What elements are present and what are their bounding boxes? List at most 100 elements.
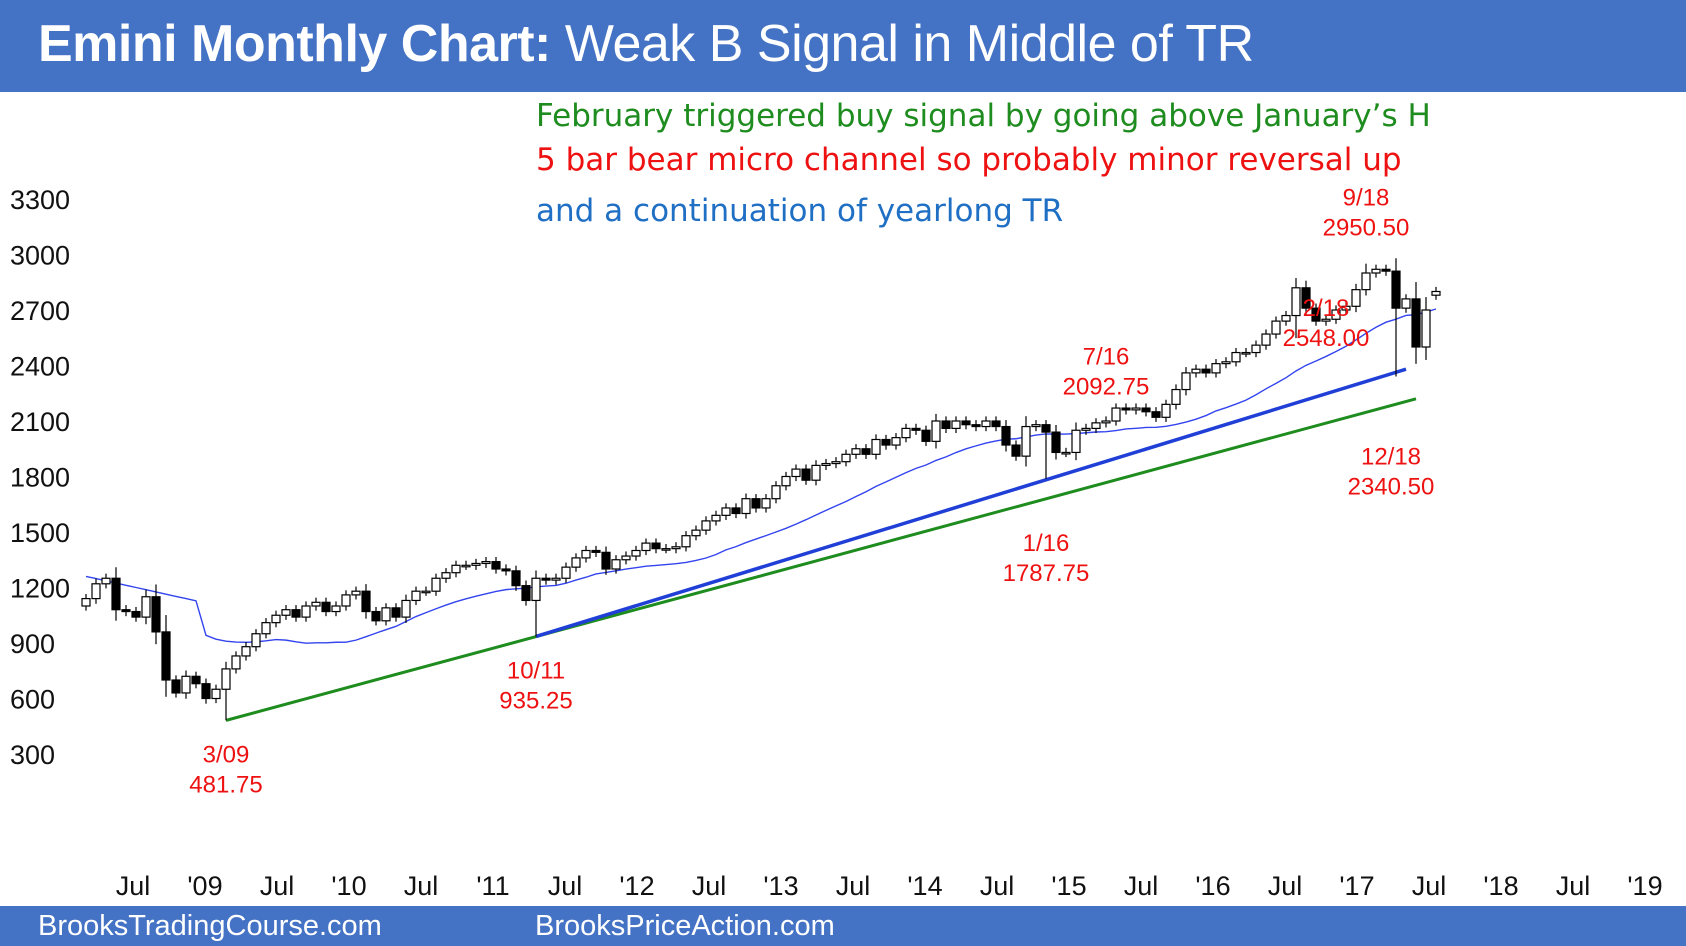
bear-candle bbox=[321, 601, 331, 613]
bear-candle bbox=[1151, 411, 1161, 418]
bull-candle bbox=[1271, 320, 1281, 335]
bull-candle bbox=[841, 453, 851, 463]
bull-candle bbox=[761, 498, 771, 509]
bull-candle bbox=[1021, 425, 1031, 457]
bull-candle bbox=[1161, 403, 1171, 418]
bull-candle bbox=[301, 605, 311, 618]
bear-candle bbox=[111, 577, 121, 611]
annotation-value: 1787.75 bbox=[1003, 560, 1090, 587]
y-tick-label: 3000 bbox=[10, 241, 70, 271]
bull-candle bbox=[1131, 407, 1141, 411]
bull-candle bbox=[1231, 351, 1241, 363]
x-tick-label: '19 bbox=[1627, 871, 1662, 901]
bull-candle bbox=[471, 562, 481, 566]
footer-site-left[interactable]: BrooksTradingCourse.com bbox=[38, 910, 382, 942]
candles bbox=[81, 258, 1441, 721]
x-tick-label: '14 bbox=[907, 871, 942, 901]
annotation-date: 9/18 bbox=[1343, 185, 1390, 212]
bull-candle bbox=[351, 590, 361, 596]
bull-candle bbox=[951, 420, 961, 430]
bull-candle bbox=[481, 560, 491, 565]
bull-candle bbox=[1431, 290, 1441, 296]
bull-candle bbox=[401, 599, 411, 618]
bear-candle bbox=[651, 542, 661, 550]
bull-candle bbox=[1211, 363, 1221, 374]
annotation: 1/16 1787.75 bbox=[1003, 530, 1090, 587]
bull-candle bbox=[271, 614, 281, 624]
x-tick-label: '17 bbox=[1339, 871, 1374, 901]
bull-candle bbox=[1061, 451, 1071, 455]
bear-candle bbox=[511, 570, 521, 587]
bull-candle bbox=[811, 464, 821, 481]
bull-candle bbox=[261, 622, 271, 635]
bear-candle bbox=[881, 438, 891, 446]
bear-candle bbox=[961, 420, 971, 426]
x-tick-label: '11 bbox=[476, 871, 509, 901]
x-tick-label: '18 bbox=[1483, 871, 1518, 901]
x-tick-label: Jul bbox=[836, 871, 871, 901]
bear-candle bbox=[1121, 407, 1131, 411]
bear-candle bbox=[541, 577, 551, 581]
annotation-value: 2548.00 bbox=[1283, 325, 1370, 352]
x-tick-label: Jul bbox=[548, 871, 583, 901]
x-tick-label: Jul bbox=[1124, 871, 1159, 901]
x-tick-label: Jul bbox=[692, 871, 727, 901]
bull-candle bbox=[611, 559, 621, 570]
bull-candle bbox=[711, 514, 721, 522]
bear-candle bbox=[521, 585, 531, 602]
y-tick-label: 1200 bbox=[10, 574, 70, 604]
bull-candle bbox=[551, 577, 561, 581]
bear-candle bbox=[391, 607, 401, 618]
bear-candle bbox=[731, 507, 741, 515]
bear-candle bbox=[1411, 298, 1421, 348]
annotation-date: 3/09 bbox=[203, 741, 250, 768]
bull-candle bbox=[1331, 309, 1341, 320]
bull-candle bbox=[101, 577, 111, 585]
bear-candle bbox=[161, 631, 171, 681]
bull-candle bbox=[1181, 372, 1191, 391]
bull-candle bbox=[251, 633, 261, 648]
price-chart: 300 600 900 1200 1500 1800 2100 2400 2700 3000 330… bbox=[10, 185, 1663, 901]
bear-candle bbox=[1001, 425, 1011, 446]
bull-candle bbox=[411, 590, 421, 602]
trend-lines bbox=[225, 367, 1417, 722]
annotation-value: 935.25 bbox=[499, 687, 572, 714]
bull-candle bbox=[1351, 289, 1361, 307]
annotation-date: 1/16 bbox=[1023, 530, 1070, 557]
bull-candle bbox=[571, 557, 581, 568]
bull-candle bbox=[1401, 298, 1411, 309]
x-tick-label: '16 bbox=[1195, 871, 1230, 901]
bear-candle bbox=[1051, 431, 1061, 454]
bear-candle bbox=[171, 679, 181, 694]
bull-candle bbox=[781, 475, 791, 487]
bull-candle bbox=[901, 427, 911, 439]
x-tick-label: Jul bbox=[980, 871, 1015, 901]
bear-candle bbox=[291, 609, 301, 618]
bull-candle bbox=[221, 668, 231, 690]
bull-candle bbox=[1261, 333, 1271, 346]
footer-site-right[interactable]: BrooksPriceAction.com bbox=[535, 910, 835, 942]
annotation-date: 10/11 bbox=[507, 657, 565, 684]
bull-candle bbox=[741, 498, 751, 515]
bear-candle bbox=[361, 590, 371, 613]
bear-candle bbox=[1301, 287, 1311, 309]
y-tick-label: 2100 bbox=[10, 407, 70, 437]
bull-candle bbox=[281, 609, 291, 616]
note-trading-range: and a continuation of yearlong TR bbox=[536, 193, 1064, 229]
bear-candle bbox=[921, 429, 931, 442]
note-micro-channel: 5 bar bear micro channel so probably min… bbox=[536, 142, 1402, 178]
bull-candle bbox=[211, 688, 221, 700]
moving-average bbox=[85, 308, 1437, 644]
annotation-date: 12/18 bbox=[1361, 444, 1421, 471]
bull-candle bbox=[1251, 344, 1261, 354]
bull-candle bbox=[671, 546, 681, 550]
annotation: 10/11 935.25 bbox=[499, 657, 572, 714]
bull-candle bbox=[561, 566, 571, 579]
annotation-value: 481.75 bbox=[189, 771, 262, 798]
x-tick-label: '10 bbox=[331, 871, 366, 901]
annotation-date: 7/16 bbox=[1083, 343, 1130, 370]
bull-candle bbox=[1221, 361, 1231, 365]
bull-candle bbox=[1191, 368, 1201, 374]
bull-candle bbox=[1371, 268, 1381, 274]
chart-title-bold: Emini Monthly Chart: bbox=[38, 15, 551, 73]
